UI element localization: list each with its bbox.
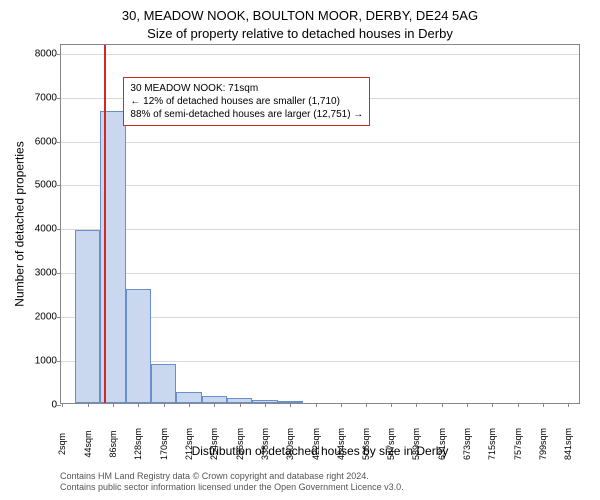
annotation-line1: 30 MEADOW NOOK: 71sqm [130, 82, 363, 95]
footer-line1: Contains HM Land Registry data © Crown c… [60, 471, 580, 483]
histogram-bar [151, 364, 176, 403]
y-tick-label: 3000 [21, 268, 57, 279]
y-tick-label: 5000 [21, 180, 57, 191]
y-tick-label: 4000 [21, 224, 57, 235]
y-tick-label: 7000 [21, 92, 57, 103]
gridline [61, 142, 579, 143]
chart-title-line1: 30, MEADOW NOOK, BOULTON MOOR, DERBY, DE… [0, 8, 600, 23]
histogram-chart: 30, MEADOW NOOK, BOULTON MOOR, DERBY, DE… [0, 0, 600, 500]
gridline [61, 185, 579, 186]
histogram-bar [176, 392, 201, 403]
y-tick-label: 8000 [21, 48, 57, 59]
reference-line [104, 45, 106, 403]
annotation-line2: ← 12% of detached houses are smaller (1,… [130, 95, 363, 108]
y-tick-label: 2000 [21, 312, 57, 323]
gridline [61, 54, 579, 55]
histogram-bar [202, 396, 227, 403]
plot-area: 0100020003000400050006000700080002sqm44s… [60, 44, 580, 404]
y-tick-label: 6000 [21, 136, 57, 147]
annotation-box: 30 MEADOW NOOK: 71sqm← 12% of detached h… [123, 77, 370, 126]
chart-title-line2: Size of property relative to detached ho… [0, 26, 600, 41]
annotation-line3: 88% of semi-detached houses are larger (… [130, 108, 363, 121]
gridline [61, 273, 579, 274]
histogram-bar [75, 230, 100, 403]
footer-line2: Contains public sector information licen… [60, 482, 580, 494]
chart-footer: Contains HM Land Registry data © Crown c… [60, 471, 580, 494]
gridline [61, 229, 579, 230]
y-tick-label: 0 [21, 400, 57, 411]
x-axis-label: Distribution of detached houses by size … [60, 444, 580, 458]
histogram-bar [126, 289, 151, 403]
y-tick-label: 1000 [21, 356, 57, 367]
